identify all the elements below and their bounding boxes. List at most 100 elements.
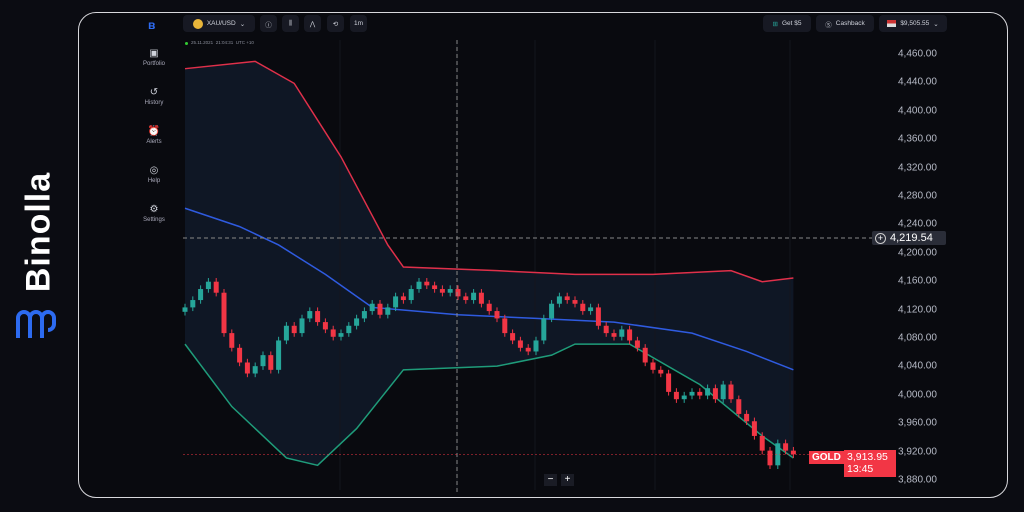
cashback-button[interactable]: Ⓢ Cashback [816,15,874,32]
candle [564,296,570,301]
candle [432,285,438,290]
sidebar-item-settings[interactable]: ⚙ Settings [138,204,170,223]
candle [330,329,336,337]
timeframe-button[interactable]: 1m [350,15,367,32]
candle [603,325,609,334]
sidebar-item-portfolio[interactable]: ▣ Portfolio [138,48,170,67]
candle [198,289,204,301]
candle [517,340,523,348]
candle [205,281,211,290]
candle [283,325,289,341]
price-axis-label: 4,080.00 [898,332,937,344]
balance-selector[interactable]: $9,505.55 ⌄ [879,15,947,32]
candle [486,303,492,312]
candle [416,281,422,290]
candle [322,322,328,330]
current-price: 3,913.95 [847,451,888,463]
brand-panel: Binolla [0,0,78,512]
candle [728,384,734,400]
asset-selector[interactable]: XAU/USD ⌄ [183,15,255,32]
candle [580,303,586,312]
candle [377,303,383,315]
sidebar-item-help[interactable]: ◎ Help [138,165,170,184]
indicators-icon: ⟲ [332,20,339,28]
get-bonus-button[interactable]: ⊞ Get $5 [763,15,811,32]
crosshair-price: 4,219.54 [890,232,933,244]
get-bonus-label: Get $5 [781,20,802,27]
info-icon: ⓘ [265,21,272,29]
candle [572,300,578,304]
balance-label: $9,505.55 [900,20,930,27]
sidebar-item-label: Portfolio [142,61,165,67]
candle [346,325,352,334]
indicators-button[interactable]: ⟲ [327,15,344,32]
candle [712,388,718,400]
chart-timestamp: 25.11.2021 21:04:31 UTC +10 [191,40,254,45]
price-axis-label: 3,920.00 [898,446,937,458]
candle [673,391,679,400]
chart-type-button[interactable]: ⫼ [282,15,299,32]
candle [619,329,625,337]
cashback-icon: Ⓢ [825,21,832,29]
asset-label: XAU/USD [206,20,236,27]
price-axis-label: 3,960.00 [898,417,937,429]
app-logo-icon: ʙ [148,18,156,32]
alarm-icon: ⏰ [147,126,161,137]
candle [182,307,188,312]
price-axis-label: 4,240.00 [898,218,937,230]
price-axis-label: 4,120.00 [898,304,937,316]
candle-countdown: 13:45 [847,463,874,475]
candle [268,355,274,370]
chevron-down-icon: ⌄ [933,20,939,28]
symbol-badge: GOLD [809,451,844,464]
candle [533,340,539,352]
candle [783,443,789,451]
info-button[interactable]: ⓘ [260,15,277,32]
cashback-label: Cashback [835,20,865,27]
sidebar-item-label: Settings [143,217,165,223]
candle [634,340,640,348]
candle [595,307,601,326]
timeframe-label: 1m [353,20,364,27]
candle [556,296,562,304]
price-axis-label: 4,040.00 [898,360,937,372]
zoom-out-button[interactable]: − [544,474,557,486]
candle [642,347,648,363]
candle [385,307,391,315]
candle [650,362,656,370]
history-icon: ↺ [149,87,159,98]
upper-band-line [184,60,794,283]
candle [588,307,594,312]
price-axis-label: 4,320.00 [898,162,937,174]
candle [681,395,687,400]
sidebar-item-label: Help [147,178,161,184]
gold-flag-icon [192,18,203,29]
sidebar-item-alerts[interactable]: ⏰ Alerts [138,126,170,145]
candle [244,362,250,374]
sidebar-item-history[interactable]: ↺ History [138,87,170,106]
candle [190,300,196,308]
candle [307,311,313,319]
lower-band-line [184,343,794,467]
candle [775,443,781,466]
add-alert-icon[interactable]: + [875,232,886,244]
crosshair-price-label: + 4,219.54 [872,231,946,245]
candle [400,296,406,301]
candle [213,281,219,293]
band-fill [185,61,794,466]
price-axis-label: 4,360.00 [898,133,937,145]
candle [260,355,266,367]
candle [549,303,555,319]
drawing-tools-button[interactable]: ⋀ [304,15,321,32]
zoom-in-button[interactable]: + [561,474,574,486]
candle [361,311,367,319]
price-axis-label: 4,200.00 [898,247,937,259]
candle [369,303,375,312]
candle [471,292,477,301]
gift-icon: ⊞ [772,20,778,28]
candle [751,421,757,436]
candle [627,329,633,341]
current-price-badge: 3,913.95 13:45 [844,450,896,477]
candle [666,373,672,392]
